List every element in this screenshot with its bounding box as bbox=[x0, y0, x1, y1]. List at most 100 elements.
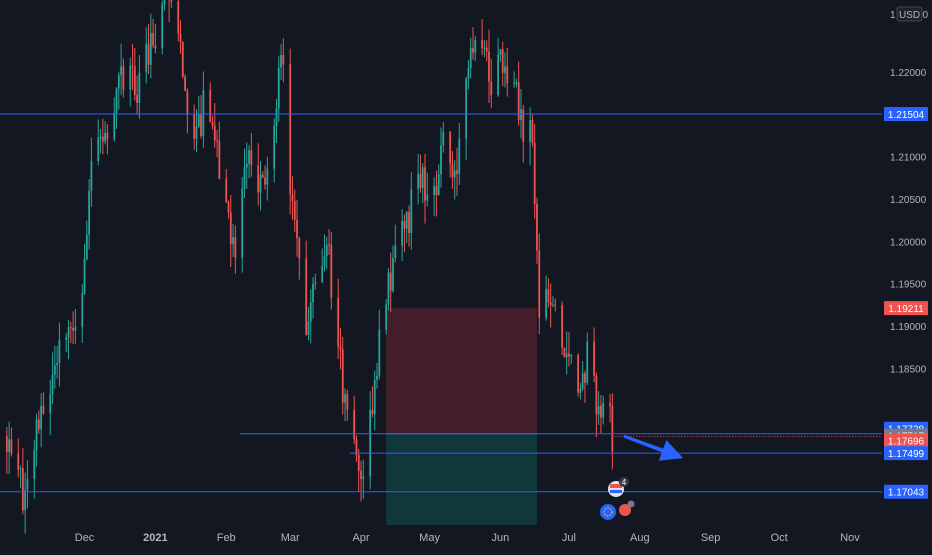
candle bbox=[387, 268, 390, 311]
candle bbox=[133, 48, 136, 101]
candle bbox=[371, 386, 374, 418]
price-tick-label: 1.19000 bbox=[890, 322, 927, 333]
candle bbox=[602, 395, 605, 425]
candle bbox=[259, 161, 262, 211]
economic-calendar-icon[interactable]: 4 bbox=[608, 477, 629, 497]
candle bbox=[266, 156, 269, 201]
candle bbox=[17, 438, 20, 478]
stop-loss-zone[interactable] bbox=[386, 308, 537, 434]
price-labels[interactable]: 1.215041.192111.177281.177171.1769606:43… bbox=[884, 106, 928, 499]
candle bbox=[58, 322, 61, 387]
event-dot-red bbox=[619, 504, 631, 516]
time-axis[interactable]: Dec 2021 Feb Mar Apr May Jun Jul Aug Sep Oct Nov bbox=[75, 532, 861, 544]
candle bbox=[51, 352, 54, 405]
candle bbox=[104, 121, 107, 145]
candle bbox=[296, 199, 298, 257]
candle bbox=[499, 49, 502, 62]
candle bbox=[570, 353, 573, 364]
candle bbox=[469, 37, 472, 79]
candle bbox=[195, 109, 198, 153]
take-profit-zone[interactable] bbox=[386, 433, 537, 525]
candle bbox=[250, 132, 253, 178]
candle bbox=[337, 278, 340, 360]
candle bbox=[394, 224, 397, 263]
candle bbox=[280, 43, 282, 80]
candle bbox=[181, 40, 184, 79]
candle bbox=[609, 393, 611, 423]
candle bbox=[293, 189, 296, 233]
candle bbox=[200, 95, 202, 139]
price-label-blue[interactable]: 1.17043 bbox=[884, 484, 928, 499]
currency-badge[interactable]: USD bbox=[896, 6, 923, 22]
candle bbox=[440, 127, 442, 188]
candle bbox=[531, 113, 534, 147]
candle bbox=[184, 74, 186, 92]
candle bbox=[218, 121, 221, 180]
price-tick-label: 1.21000 bbox=[890, 153, 927, 164]
candle bbox=[85, 220, 88, 261]
candle bbox=[538, 233, 541, 334]
candle bbox=[401, 209, 404, 262]
candle bbox=[241, 177, 244, 273]
candle bbox=[234, 225, 237, 274]
candle bbox=[561, 301, 564, 355]
event-dot-grey bbox=[627, 500, 635, 508]
candle bbox=[163, 0, 166, 11]
price-axis[interactable]: 1 USD 0 1.22000 1.21000 1.20500 1.20000 1.19… bbox=[890, 6, 928, 375]
candle bbox=[579, 382, 582, 400]
candle bbox=[433, 177, 436, 216]
candle bbox=[24, 472, 27, 534]
price-label-blue[interactable]: 1.21504 bbox=[884, 106, 928, 121]
candle bbox=[99, 128, 102, 154]
projection-arrow-shape[interactable] bbox=[623, 434, 684, 461]
eu-flag-icon[interactable] bbox=[600, 500, 635, 521]
time-tick-label: Oct bbox=[771, 532, 788, 544]
price-tick-label: 1.20500 bbox=[890, 195, 927, 206]
candle bbox=[277, 56, 280, 122]
candle bbox=[49, 379, 52, 436]
candle bbox=[472, 27, 474, 60]
candle bbox=[410, 172, 413, 250]
candle bbox=[69, 321, 72, 343]
candle bbox=[245, 142, 248, 189]
candle bbox=[312, 277, 314, 319]
candle bbox=[584, 370, 586, 403]
position-zones bbox=[386, 308, 537, 525]
candle bbox=[504, 52, 506, 88]
candle bbox=[547, 278, 550, 308]
price-label-red[interactable]: 1.19211 bbox=[884, 301, 928, 316]
candle bbox=[485, 40, 488, 62]
candle bbox=[403, 214, 406, 252]
candle bbox=[186, 88, 189, 134]
price-tick-label: 1.18500 bbox=[890, 364, 927, 375]
candle bbox=[282, 38, 285, 83]
candle bbox=[26, 460, 29, 509]
price-label-blue[interactable]: 1.17499 bbox=[884, 446, 928, 461]
candle bbox=[88, 179, 91, 250]
candle bbox=[213, 103, 216, 148]
candle bbox=[435, 170, 438, 217]
time-tick-label: Nov bbox=[840, 532, 860, 544]
candle bbox=[83, 243, 86, 296]
candle bbox=[74, 308, 77, 344]
time-tick-label: Jul bbox=[562, 532, 576, 544]
candle bbox=[545, 275, 548, 321]
event-icons[interactable]: 4 bbox=[600, 477, 635, 520]
candle bbox=[467, 59, 470, 90]
candle bbox=[216, 130, 218, 158]
time-tick-label: Sep bbox=[701, 532, 721, 544]
candle bbox=[549, 283, 552, 328]
candle bbox=[106, 124, 109, 155]
price-label-text: 1.17696 bbox=[888, 436, 925, 447]
candle bbox=[515, 78, 518, 88]
candle bbox=[101, 118, 104, 155]
price-label-text: 1.17499 bbox=[888, 449, 925, 460]
candle bbox=[408, 205, 410, 247]
candle bbox=[193, 104, 196, 150]
candle bbox=[8, 421, 11, 475]
time-tick-label: Aug bbox=[630, 532, 650, 544]
candle bbox=[421, 163, 424, 204]
price-tick-label: 1.22000 bbox=[890, 68, 927, 79]
